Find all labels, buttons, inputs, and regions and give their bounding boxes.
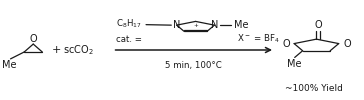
Text: Me: Me [287,59,301,69]
Text: N: N [173,20,181,30]
Text: O: O [343,39,351,49]
Text: O: O [29,34,37,44]
Text: N: N [211,20,218,30]
Text: Me: Me [2,60,17,70]
Text: ~100% Yield: ~100% Yield [285,84,343,93]
Text: +: + [51,45,61,55]
Text: C$_8$H$_{17}$: C$_8$H$_{17}$ [116,18,142,30]
Text: cat. =: cat. = [116,35,142,44]
Text: X$^-$ = BF$_4$: X$^-$ = BF$_4$ [237,33,280,45]
Text: 5 min, 100°C: 5 min, 100°C [165,61,222,70]
Text: ⁺: ⁺ [193,23,198,32]
Text: scCO$_2$: scCO$_2$ [63,43,94,57]
Text: O: O [314,20,322,30]
Text: O: O [282,39,290,49]
Text: Me: Me [234,20,249,30]
